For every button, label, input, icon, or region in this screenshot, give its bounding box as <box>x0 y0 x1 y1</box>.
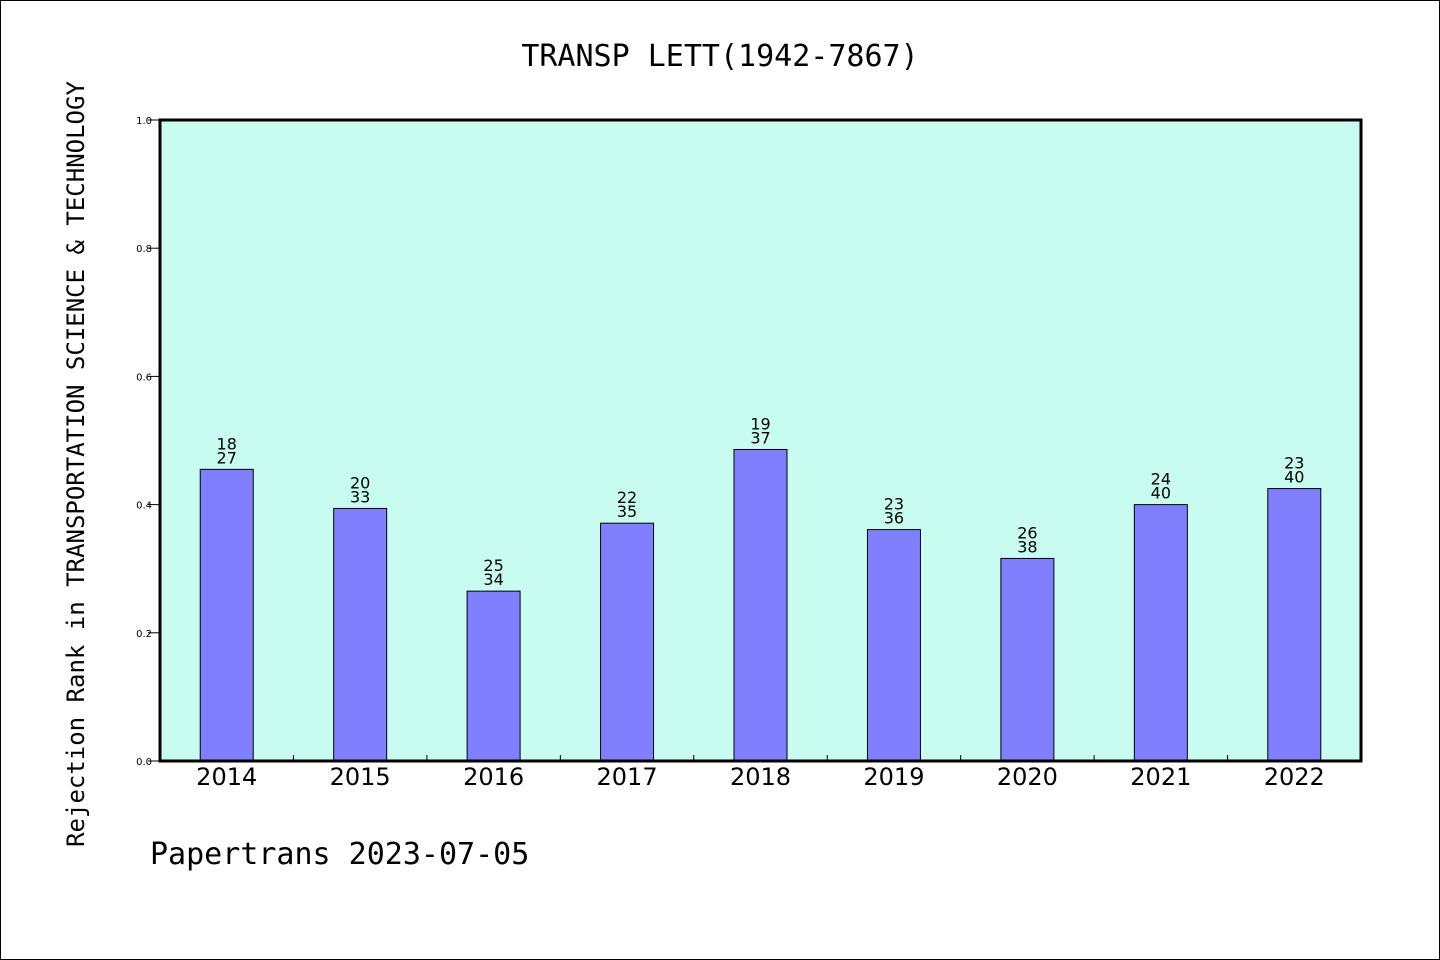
bar-2020 <box>1000 557 1055 762</box>
bar-label-bottom: 38 <box>1017 537 1037 556</box>
bar-label-top: 20 <box>350 473 370 492</box>
footer-text: Papertrans 2023-07-05 <box>150 837 529 872</box>
y-axis-label: Rejection Rank in TRANSPORTATION SCIENCE… <box>62 81 90 847</box>
y-tick-label: 0.2 <box>136 629 152 640</box>
bar-label-top: 26 <box>1017 523 1037 542</box>
chart-title: TRANSP LETT(1942-7867) <box>521 39 918 74</box>
x-tick-label: 2021 <box>1130 763 1191 791</box>
bar-2017 <box>600 522 655 762</box>
y-tick-label: 0.6 <box>136 372 152 383</box>
bar-label-bottom: 40 <box>1284 468 1304 487</box>
bar-label-bottom: 40 <box>1151 484 1171 503</box>
y-tick-label: 0.0 <box>136 757 152 768</box>
x-tick-label: 2020 <box>997 763 1058 791</box>
bar-label-top: 25 <box>483 556 503 575</box>
bar-label-bottom: 37 <box>750 428 770 447</box>
bar-label-bottom: 35 <box>617 502 637 521</box>
bar-label-top: 23 <box>884 495 904 514</box>
bar-label-bottom: 33 <box>350 487 370 506</box>
bar-label-bottom: 36 <box>884 509 904 528</box>
x-tick-label: 2019 <box>863 763 924 791</box>
bar-label-top: 22 <box>617 488 637 507</box>
y-tick-label: 1.0 <box>136 116 152 127</box>
y-axis: 0.0 0.2 0.4 0.6 0.8 1.0 <box>136 116 160 768</box>
x-tick-label: 2017 <box>597 763 658 791</box>
bar-label-top: 19 <box>750 414 770 433</box>
x-axis: 2014 2015 2016 2017 2018 2019 2020 2021 2022 <box>196 755 1325 791</box>
x-tick-label: 2016 <box>463 763 524 791</box>
plot-border <box>158 118 1363 763</box>
x-tick-label: 2018 <box>730 763 791 791</box>
x-tick-label: 2022 <box>1264 763 1325 791</box>
x-tick-label: 2014 <box>196 763 257 791</box>
bar-label-bottom: 34 <box>483 570 503 589</box>
x-tick-label: 2015 <box>330 763 391 791</box>
bar-2016 <box>466 590 521 762</box>
bar-2015 <box>333 507 388 762</box>
bar-2021 <box>1133 504 1188 762</box>
bar-2018 <box>733 448 788 762</box>
y-tick-label: 0.8 <box>136 244 152 255</box>
y-tick-label: 0.4 <box>136 501 152 512</box>
bar-label-top: 23 <box>1284 454 1304 473</box>
bar-label-bottom: 27 <box>217 448 237 467</box>
bar-2019 <box>866 529 921 762</box>
bars-layer <box>199 448 1322 762</box>
bar-label-top: 18 <box>217 434 237 453</box>
bar-label-top: 24 <box>1151 470 1171 489</box>
bar-2014 <box>199 468 254 762</box>
bar-2022 <box>1267 488 1322 762</box>
